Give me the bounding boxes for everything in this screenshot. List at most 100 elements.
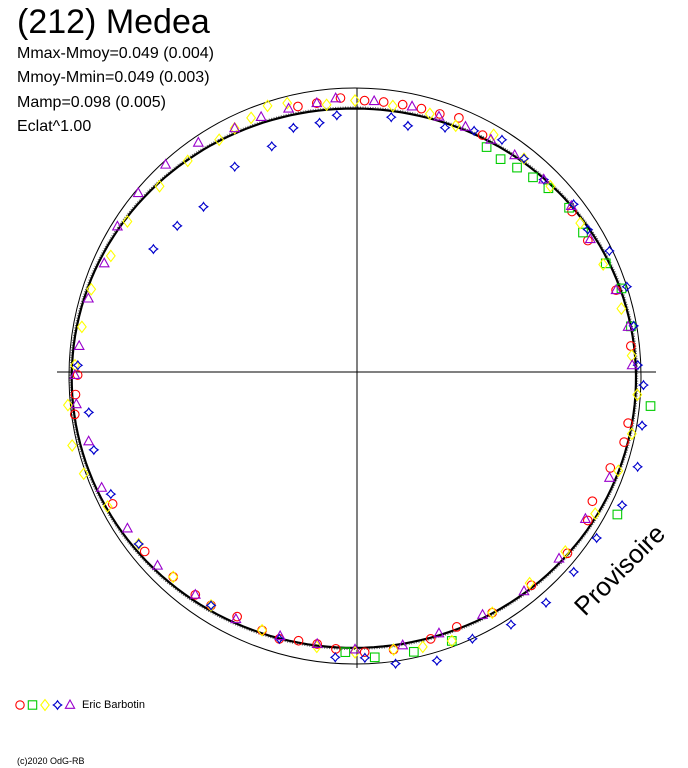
data-point-diamond [519, 152, 529, 166]
data-point-circle [397, 99, 408, 110]
data-point-star [518, 153, 530, 165]
data-point-triangle [565, 199, 577, 210]
data-point-star [632, 359, 644, 371]
data-point-star [88, 444, 100, 456]
data-point-square [528, 172, 538, 183]
data-point-circle [425, 634, 436, 644]
data-point-star [266, 140, 278, 152]
legend-marker-triangle [64, 698, 76, 709]
data-point-star [314, 117, 326, 129]
data-point-star [632, 461, 644, 473]
data-point-star [147, 243, 159, 255]
chart-title: (212) Medea [17, 3, 210, 41]
data-point-square [600, 258, 611, 269]
data-point-triangle [518, 585, 530, 596]
data-point-circle [359, 95, 370, 106]
data-point-triangle [579, 512, 592, 523]
data-point-circle [388, 644, 399, 655]
data-point-circle [416, 103, 427, 114]
data-point-circle [451, 622, 462, 632]
data-point-diamond [450, 119, 461, 133]
data-point-diamond [388, 643, 399, 657]
data-point-diamond [575, 216, 586, 230]
legend-observer-label: Eric Barbotin [82, 699, 145, 711]
data-point-diamond [86, 282, 97, 296]
stat-line-mmax-mmoy: Mmax-Mmoy=0.049 (0.004) [17, 45, 214, 62]
data-point-triangle [229, 121, 241, 133]
legend-marker-star [52, 699, 63, 711]
data-point-triangle [192, 136, 204, 147]
data-point-circle [232, 611, 242, 622]
data-point-star [466, 633, 478, 645]
copyright-label: (c)2020 OdG-RB [17, 756, 85, 766]
data-point-star [171, 220, 183, 232]
data-point-triangle [151, 559, 164, 570]
data-point-diamond [206, 598, 217, 612]
data-point-triangle [70, 397, 83, 409]
data-points [62, 92, 656, 670]
data-point-diamond [417, 640, 428, 654]
data-point-triangle [485, 133, 497, 144]
data-point-diamond [350, 93, 360, 107]
data-point-square [512, 162, 522, 173]
data-point-star [431, 655, 443, 667]
data-point-diamond [387, 99, 398, 113]
data-point-star [616, 499, 628, 511]
data-point-diamond [133, 537, 144, 551]
data-point-triangle [610, 283, 622, 295]
data-point-circle [434, 109, 445, 119]
data-point-triangle [95, 481, 108, 492]
data-point-diamond [524, 576, 535, 590]
data-point-triangle [459, 120, 472, 131]
data-point-square [408, 646, 419, 657]
data-point-star [540, 597, 552, 609]
data-point-star [402, 120, 414, 132]
legend-marker-square [27, 700, 38, 710]
data-point-diamond [246, 111, 257, 125]
data-point-circle [69, 409, 80, 420]
data-point-square [340, 647, 351, 658]
data-point-circle [331, 643, 341, 654]
data-point-star [591, 532, 603, 544]
data-point-diamond [613, 464, 624, 478]
data-point-diamond [182, 154, 193, 168]
data-point-triangle [159, 158, 172, 169]
data-point-square [616, 283, 627, 294]
data-point-star [287, 122, 299, 134]
data-point-square [645, 401, 656, 411]
data-point-triangle [397, 639, 409, 650]
data-point-triangle [311, 96, 323, 108]
data-point-triangle [603, 471, 616, 482]
data-point-triangle [311, 637, 323, 649]
data-point-triangle [329, 92, 342, 103]
data-point-star [83, 406, 95, 418]
data-point-triangle [622, 320, 634, 331]
data-point-triangle [433, 627, 445, 638]
data-point-circle [582, 515, 593, 526]
data-point-square [612, 509, 623, 520]
data-point-star [568, 198, 580, 210]
data-point-circle [70, 389, 81, 400]
data-point-star [385, 111, 397, 123]
data-point-star [229, 161, 241, 173]
legend-markers [15, 698, 76, 712]
data-point-diamond [560, 544, 571, 558]
data-point-star [198, 201, 209, 213]
data-point-star [468, 125, 480, 137]
data-point-star [133, 538, 145, 550]
data-point-circle [477, 130, 488, 140]
data-point-circle [605, 463, 616, 473]
data-point-square [446, 636, 457, 646]
data-point-triangle [282, 102, 295, 113]
data-point-diamond [262, 99, 273, 113]
data-point-star [331, 109, 343, 121]
data-point-diamond [626, 427, 637, 441]
data-point-circle [587, 496, 598, 507]
data-point-triangle [189, 588, 201, 599]
data-point-star [439, 122, 451, 134]
data-point-diamond [545, 179, 556, 193]
data-point-star [628, 320, 640, 332]
data-point-star [390, 658, 402, 670]
data-point-star [359, 652, 371, 664]
